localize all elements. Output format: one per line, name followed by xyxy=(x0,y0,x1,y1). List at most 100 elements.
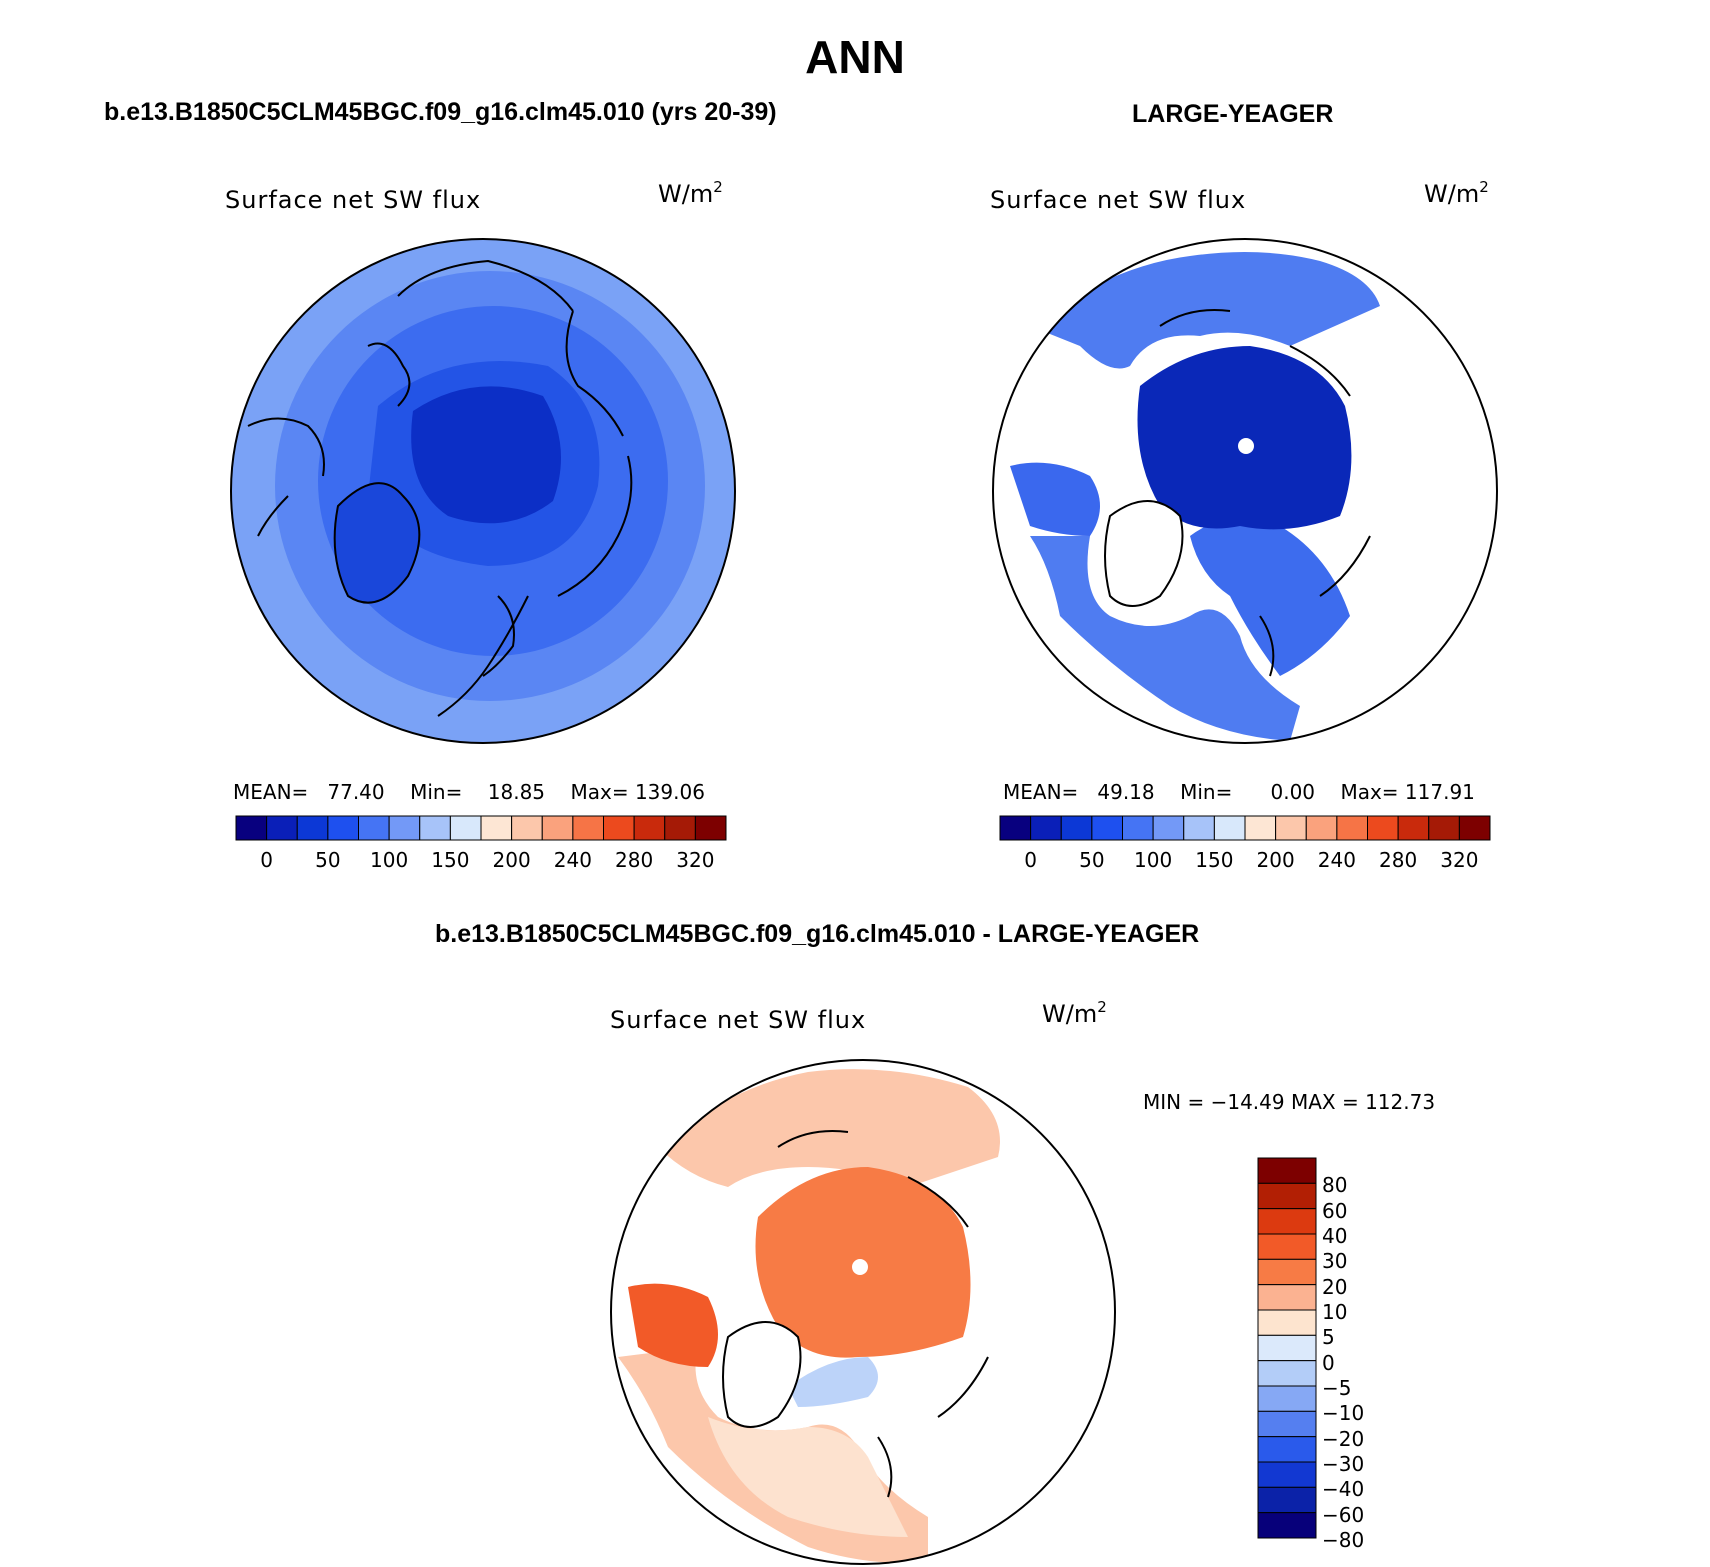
colorbar-box xyxy=(511,815,543,841)
model-coast-eurasia xyxy=(397,259,633,717)
diff-pole-hole xyxy=(852,1259,868,1275)
colorbar-tick-label: −5 xyxy=(1322,1376,1352,1400)
colorbar-box xyxy=(1257,1258,1317,1286)
colorbar-tick-label: −10 xyxy=(1322,1401,1365,1426)
case-title-obs: LARGE-YEAGER xyxy=(1132,100,1334,128)
colorbar-tick-label: 80 xyxy=(1322,1173,1348,1198)
diff-light-band xyxy=(708,1417,908,1537)
colorbar-tick-label: 150 xyxy=(431,848,470,872)
colorbar-box xyxy=(999,815,1032,841)
obs-ocean-atlantic xyxy=(1030,536,1300,741)
stats-model: MEAN= 77.40 Min= 18.85 Max= 139.06 xyxy=(233,780,705,804)
colorbar-tick-label: −20 xyxy=(1322,1426,1365,1451)
diff-ocean-top xyxy=(658,1069,1000,1187)
colorbar-tick-label: 30 xyxy=(1322,1249,1348,1274)
model-greenland xyxy=(333,482,421,604)
colorbar-box xyxy=(633,815,666,841)
panel-label-model: Surface net SW flux xyxy=(225,186,482,214)
colorbar-box xyxy=(1183,815,1215,841)
colorbar-model xyxy=(235,815,727,841)
diff-neg-patch xyxy=(788,1357,878,1407)
obs-ocean-left xyxy=(1010,462,1100,536)
colorbar-box xyxy=(1257,1157,1317,1184)
unit-obs: W/m2 xyxy=(1424,178,1489,208)
obs-pole-hole xyxy=(1238,438,1254,454)
colorbar-box xyxy=(358,815,390,841)
map-diff xyxy=(610,1059,1116,1565)
stats-obs: MEAN= 49.18 Min= 0.00 Max= 117.91 xyxy=(1003,780,1475,804)
obs-ocean-nordic xyxy=(1190,518,1350,676)
colorbar-tick-label: 10 xyxy=(1322,1300,1348,1324)
colorbar-box xyxy=(480,815,513,841)
colorbar-tick-label: 40 xyxy=(1322,1224,1348,1248)
unit-model: W/m2 xyxy=(658,178,723,208)
model-map-border xyxy=(230,238,736,744)
model-coast-america xyxy=(247,342,411,537)
colorbar-box xyxy=(1257,1284,1317,1311)
colorbar-box xyxy=(1257,1410,1317,1438)
colorbar-diff xyxy=(1257,1157,1317,1539)
colorbar-box xyxy=(1030,815,1062,841)
colorbar-box xyxy=(1122,815,1154,841)
obs-greenland xyxy=(1104,500,1184,607)
colorbar-tick-label: 0 xyxy=(1024,848,1037,872)
colorbar-tick-label: −80 xyxy=(1322,1528,1365,1552)
colorbar-tick-label: 0 xyxy=(1322,1350,1335,1375)
colorbar-box xyxy=(449,815,482,841)
colorbar-box xyxy=(1257,1208,1317,1235)
obs-coast-1 xyxy=(1159,309,1371,677)
diff-greenland xyxy=(722,1321,802,1428)
colorbar-box xyxy=(327,815,359,841)
colorbar-box xyxy=(1213,815,1246,841)
colorbar-box xyxy=(235,815,268,841)
colorbar-box xyxy=(603,815,635,841)
case-title-diff: b.e13.B1850C5CLM45BGC.f09_g16.clm45.010 … xyxy=(435,920,1200,948)
colorbar-box xyxy=(572,815,604,841)
colorbar-box xyxy=(1305,815,1338,841)
colorbar-box xyxy=(1257,1385,1317,1412)
colorbar-box xyxy=(296,815,329,841)
colorbar-tick-label: 100 xyxy=(1134,848,1173,872)
colorbar-box xyxy=(1257,1360,1317,1387)
obs-map-border xyxy=(992,238,1498,744)
main-title: ANN xyxy=(805,31,905,83)
model-coast-scandinavia xyxy=(482,595,515,677)
colorbar-tick-label: 150 xyxy=(1195,848,1234,872)
colorbar-box xyxy=(1244,815,1277,841)
diff-coast-1 xyxy=(777,1130,989,1498)
colorbar-box xyxy=(1152,815,1185,841)
colorbar-box xyxy=(1091,815,1123,841)
colorbar-box xyxy=(419,815,451,841)
case-title-model: b.e13.B1850C5CLM45BGC.f09_g16.clm45.010 … xyxy=(104,98,777,126)
colorbar-box xyxy=(1060,815,1093,841)
colorbar-box xyxy=(1397,815,1430,841)
colorbar-box xyxy=(1336,815,1368,841)
colorbar-tick-label: 0 xyxy=(260,848,273,872)
colorbar-box xyxy=(266,815,298,841)
colorbar-box xyxy=(1257,1486,1317,1514)
colorbar-box xyxy=(1367,815,1399,841)
colorbar-tick-label: 240 xyxy=(1317,848,1356,872)
colorbar-tick-label: 200 xyxy=(492,848,531,872)
colorbar-box xyxy=(1257,1182,1317,1210)
colorbar-box xyxy=(1257,1309,1317,1336)
colorbar-tick-label: −30 xyxy=(1322,1452,1365,1476)
colorbar-tick-label: −40 xyxy=(1322,1477,1365,1502)
panel-label-diff: Surface net SW flux xyxy=(610,1006,867,1034)
unit-diff: W/m2 xyxy=(1042,998,1107,1028)
colorbar-tick-label: 50 xyxy=(1079,848,1105,872)
diff-strong-left xyxy=(628,1283,718,1367)
colorbar-box xyxy=(1257,1512,1317,1539)
colorbar-tick-label: 5 xyxy=(1322,1325,1335,1350)
obs-core xyxy=(1137,346,1352,530)
colorbar-box xyxy=(1257,1461,1317,1488)
colorbar-tick-label: −60 xyxy=(1322,1502,1365,1527)
colorbar-tick-label: 50 xyxy=(315,848,341,872)
colorbar-tick-label: 280 xyxy=(615,848,654,872)
minmax-diff: MIN = −14.49 MAX = 112.73 xyxy=(1143,1090,1436,1114)
colorbar-box xyxy=(388,815,421,841)
colorbar-tick-label: 200 xyxy=(1256,848,1295,872)
model-core xyxy=(411,386,561,524)
colorbar-box xyxy=(1257,1233,1317,1260)
colorbar-box xyxy=(1257,1436,1317,1463)
